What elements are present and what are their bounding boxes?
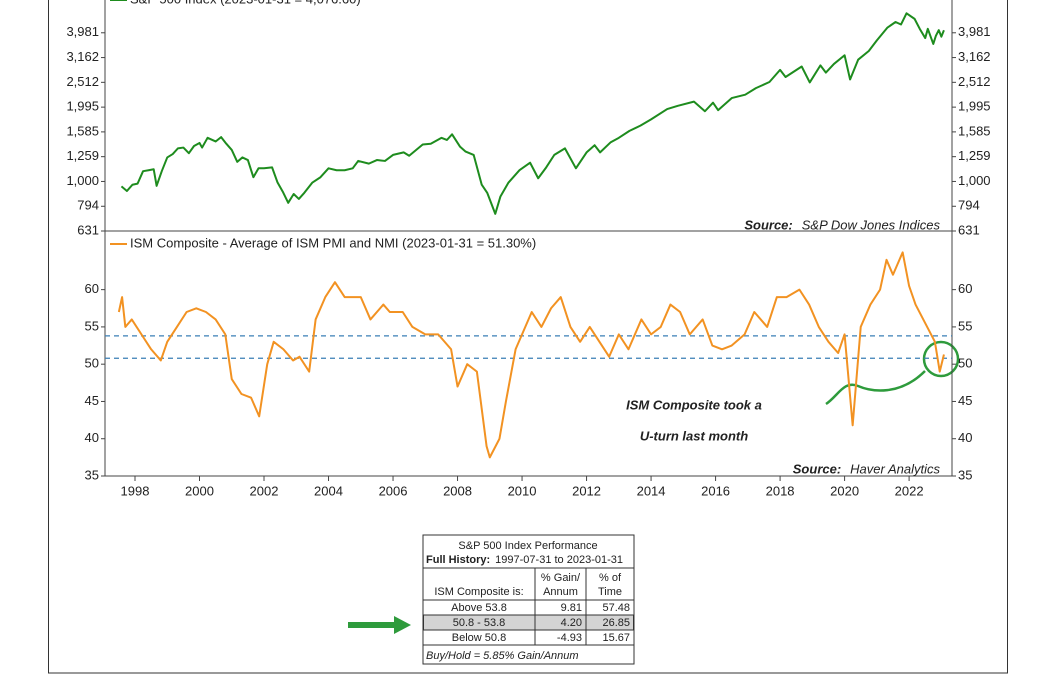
y-tick-label-right: 1,995: [958, 99, 991, 114]
table-header: Annum: [543, 586, 578, 598]
y-tick-label-right: 50: [958, 356, 972, 371]
source-text: Haver Analytics: [850, 461, 940, 476]
table-subtitle: 1997-07-31 to 2023-01-31: [495, 554, 623, 566]
y-tick-label: 794: [77, 198, 99, 213]
y-tick-label-right: 55: [958, 318, 972, 333]
x-tick-label: 2002: [250, 483, 279, 498]
annotation: ISM Composite took a: [626, 397, 762, 412]
x-tick-label: 2022: [895, 483, 924, 498]
x-tick-label: 2018: [766, 483, 795, 498]
table-cell: 4.20: [561, 617, 582, 629]
table-header: Time: [598, 586, 622, 598]
x-tick-label: 1998: [121, 483, 150, 498]
table-row-highlight: [423, 614, 634, 631]
table-cell: Above 53.8: [451, 602, 507, 614]
performance-table: S&P 500 Index Performance Full History: 19…: [422, 534, 635, 665]
table-cell: 26.85: [602, 617, 630, 629]
table-header: ISM Composite is:: [434, 586, 523, 598]
y-tick-label-right: 631: [958, 222, 980, 237]
table-cell: 50.8 - 53.8: [453, 617, 506, 629]
frame: [48, 0, 1008, 674]
y-tick-label: 1,000: [66, 173, 99, 188]
y-tick-label: 45: [85, 393, 99, 408]
x-tick-label: 2016: [701, 483, 730, 498]
x-tick-label: 2014: [637, 483, 666, 498]
table-subtitle-label: Full History:: [426, 554, 490, 566]
table-cell: 57.48: [602, 602, 630, 614]
y-tick-label: 1,585: [66, 123, 99, 138]
x-tick-label: 2008: [443, 483, 472, 498]
x-tick-label: 2012: [572, 483, 601, 498]
y-tick-label: 631: [77, 222, 99, 237]
y-tick-label: 40: [85, 430, 99, 445]
y-tick-label-right: 45: [958, 393, 972, 408]
y-tick-label: 1,995: [66, 99, 99, 114]
y-tick-label-right: 40: [958, 430, 972, 445]
annotation-connector: [825, 370, 926, 406]
y-tick-label: 3,981: [66, 24, 99, 39]
pointer-arrow-head: [394, 616, 411, 634]
source-label: Source:: [744, 217, 792, 232]
y-tick-label: 50: [85, 356, 99, 371]
y-tick-label-right: 3,981: [958, 24, 991, 39]
legend-label: ISM Composite - Average of ISM PMI and N…: [130, 235, 536, 250]
y-tick-label: 3,162: [66, 49, 99, 64]
x-tick-label: 2006: [379, 483, 408, 498]
y-tick-label: 60: [85, 281, 99, 296]
y-tick-label: 1,259: [66, 148, 99, 163]
y-tick-label: 55: [85, 318, 99, 333]
x-tick-label: 2010: [508, 483, 537, 498]
legend-label: S&P 500 Index (2023-01-31 = 4,076.60): [130, 0, 361, 6]
x-tick-label: 2000: [185, 483, 214, 498]
table-cell: Below 50.8: [452, 632, 506, 644]
table-cell: -4.93: [557, 632, 582, 644]
series-line: [120, 12, 945, 215]
highlight-circle: [922, 340, 960, 378]
y-tick-label: 35: [85, 467, 99, 482]
y-tick-label-right: 1,259: [958, 148, 991, 163]
y-tick-label-right: 60: [958, 281, 972, 296]
table-cell: 15.67: [602, 632, 630, 644]
y-tick-label-right: 1,585: [958, 123, 991, 138]
table-title: S&P 500 Index Performance: [458, 540, 597, 552]
y-tick-label: 2,512: [66, 74, 99, 89]
table-cell: 9.81: [561, 602, 582, 614]
y-tick-label-right: 35: [958, 467, 972, 482]
y-tick-label-right: 1,000: [958, 173, 991, 188]
y-tick-label-right: 794: [958, 198, 980, 213]
source-label: Source:: [793, 461, 841, 476]
y-tick-label-right: 2,512: [958, 74, 991, 89]
y-tick-label-right: 3,162: [958, 49, 991, 64]
x-tick-label: 2004: [314, 483, 343, 498]
series-line: [117, 251, 945, 459]
table-footer: Buy/Hold = 5.85% Gain/Annum: [426, 650, 579, 662]
table-header: % Gain/: [541, 572, 581, 584]
source-text: S&P Dow Jones Indices: [802, 217, 941, 232]
x-tick-label: 2020: [830, 483, 859, 498]
table-header: % of: [599, 572, 622, 584]
annotation: U-turn last month: [640, 428, 748, 443]
